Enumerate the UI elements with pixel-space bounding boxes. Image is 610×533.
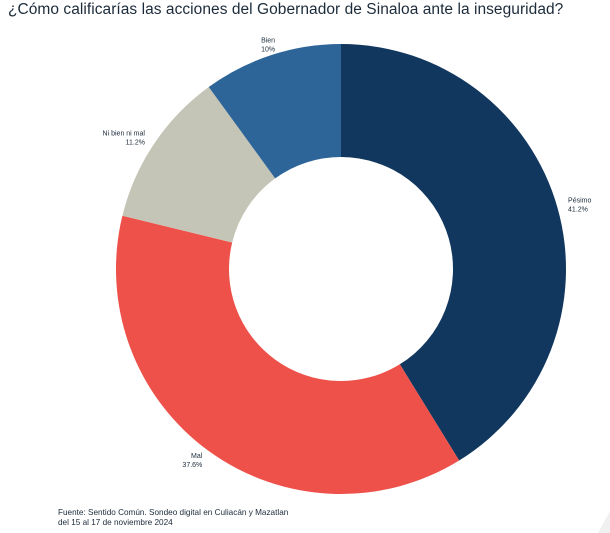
source-note: Fuente: Sentido Común. Sondeo digital en… xyxy=(58,508,288,528)
slice-category-mal: Mal xyxy=(191,453,203,460)
slice-mal xyxy=(116,215,460,495)
slice-label-ni-bien-ni-mal: Ni bien ni mal 11.2% xyxy=(103,131,146,147)
slice-label-bien: Bien 10% xyxy=(261,38,275,54)
slice-value-bien: 10% xyxy=(261,47,275,54)
slice-category-pesimo: Pésimo xyxy=(568,198,591,205)
slice-label-pesimo: Pésimo 41.2% xyxy=(568,198,591,214)
slice-value-pesimo: 41.2% xyxy=(568,207,588,214)
slice-value-ni-bien-ni-mal: 11.2% xyxy=(126,140,145,147)
slice-pesimo xyxy=(341,44,567,461)
source-line-2: del 15 al 17 de noviembre 2024 xyxy=(58,518,173,527)
chart-title: ¿Cómo calificarías las acciones del Gobe… xyxy=(8,1,564,18)
slice-ni-bien-ni-mal xyxy=(122,86,276,243)
slice-category-ni-bien-ni-mal: Ni bien ni mal xyxy=(103,131,146,138)
slice-category-bien: Bien xyxy=(261,38,275,45)
slice-labels: Pésimo 41.2% Mal 37.6% Ni bien ni mal 11.2% Bi… xyxy=(103,38,592,469)
donut-slices xyxy=(116,44,567,495)
corner-decoration xyxy=(598,511,610,533)
source-line-1: Fuente: Sentido Común. Sondeo digital en… xyxy=(58,508,289,517)
slice-bien xyxy=(208,44,341,179)
slice-label-mal: Mal 37.6% xyxy=(182,453,202,469)
slice-value-mal: 37.6% xyxy=(182,462,202,469)
